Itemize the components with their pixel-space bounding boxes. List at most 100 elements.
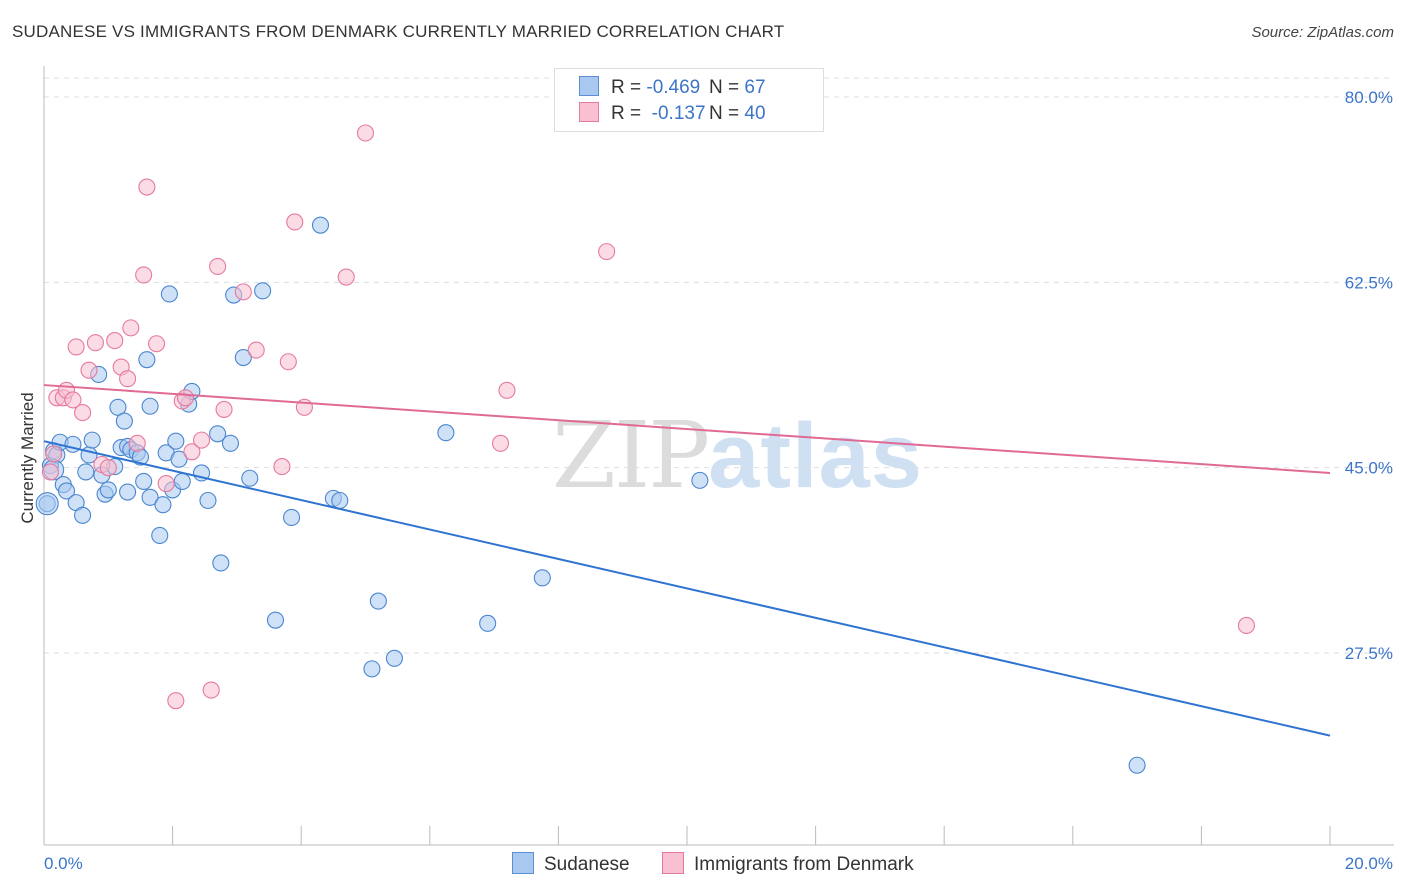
- point-denmark: [86, 334, 104, 352]
- point-sudanese: [83, 431, 101, 449]
- point-denmark: [147, 335, 166, 353]
- point-sudanese: [266, 611, 285, 629]
- point-sudanese: [167, 432, 185, 450]
- point-sudanese: [141, 397, 159, 415]
- point-denmark: [80, 361, 98, 379]
- trendline-denmark: [43, 384, 1331, 474]
- legend-label-denmark: Immigrants from Denmark: [694, 854, 914, 875]
- point-sudanese: [363, 660, 381, 678]
- point-sudanese: [173, 472, 191, 490]
- watermark-atlas: atlas: [708, 405, 923, 507]
- stats-n-label: N =: [709, 77, 745, 98]
- point-denmark: [99, 459, 117, 477]
- point-denmark: [498, 381, 516, 399]
- point-denmark: [183, 443, 201, 461]
- watermark-zip: ZIP: [552, 402, 710, 509]
- point-denmark: [215, 400, 233, 418]
- point-denmark: [279, 353, 297, 371]
- point-sudanese: [533, 569, 551, 587]
- point-denmark: [106, 332, 124, 350]
- point-denmark: [247, 341, 265, 359]
- legend-item-denmark[interactable]: Immigrants from Denmark: [662, 852, 914, 876]
- x-tick-label-min: 0.0%: [44, 854, 83, 873]
- x-tick-label-max: 20.0%: [1345, 854, 1393, 873]
- stats-r-label: R =: [611, 77, 647, 98]
- point-sudanese: [385, 649, 403, 667]
- point-sudanese: [479, 614, 497, 632]
- stats-r-value: -0.469: [646, 77, 701, 98]
- point-denmark: [45, 445, 63, 463]
- point-denmark: [356, 124, 375, 142]
- point-sudanese: [209, 425, 227, 443]
- stats-legend-row-denmark: R = -0.137 N = 40: [579, 102, 766, 126]
- point-sudanese: [437, 424, 455, 442]
- legend-item-sudanese[interactable]: Sudanese: [512, 852, 630, 876]
- point-sudanese: [154, 496, 172, 514]
- stats-legend-row-sudanese: R = -0.469 N = 67: [579, 76, 766, 100]
- y-tick-label: 62.5%: [1345, 273, 1393, 292]
- point-denmark: [138, 178, 156, 196]
- y-axis-label: Currently Married: [18, 392, 37, 523]
- stats-n-label: N =: [709, 103, 745, 124]
- point-sudanese: [170, 450, 188, 468]
- point-sudanese: [115, 412, 133, 430]
- point-sudanese: [241, 469, 259, 487]
- point-sudanese: [35, 492, 59, 516]
- stats-swatch-denmark: [579, 102, 599, 122]
- stats-r-value: -0.137: [646, 103, 706, 124]
- point-denmark: [209, 257, 227, 275]
- point-sudanese: [1128, 756, 1146, 774]
- point-denmark: [119, 370, 137, 388]
- y-tick-label: 27.5%: [1345, 644, 1393, 663]
- point-sudanese: [109, 398, 127, 416]
- point-denmark: [598, 243, 616, 261]
- point-denmark: [176, 389, 195, 407]
- trendline-sudanese: [43, 440, 1331, 737]
- point-sudanese: [151, 526, 169, 544]
- point-sudanese: [369, 592, 387, 610]
- legend-swatch-sudanese: [512, 852, 534, 874]
- point-sudanese: [119, 483, 137, 501]
- point-denmark: [1237, 616, 1255, 635]
- watermark: ZIPatlas: [552, 402, 923, 509]
- point-denmark: [192, 431, 211, 449]
- point-denmark: [337, 268, 355, 286]
- point-sudanese: [199, 491, 217, 510]
- stats-swatch-sudanese: [579, 76, 599, 96]
- point-sudanese: [99, 481, 117, 499]
- point-sudanese: [221, 434, 240, 452]
- point-denmark: [202, 681, 220, 699]
- point-denmark: [122, 319, 140, 337]
- point-sudanese: [160, 285, 178, 303]
- point-sudanese: [138, 351, 156, 369]
- point-sudanese: [331, 491, 349, 510]
- point-denmark: [41, 463, 59, 481]
- legend-swatch-denmark: [662, 852, 684, 874]
- point-sudanese: [283, 508, 301, 526]
- point-sudanese: [74, 506, 92, 524]
- stats-n-value: 40: [744, 103, 766, 124]
- point-denmark: [167, 692, 185, 710]
- stats-r-label: R =: [611, 103, 647, 124]
- point-sudanese: [234, 348, 252, 367]
- point-denmark: [157, 475, 175, 493]
- point-denmark: [491, 434, 510, 452]
- point-denmark: [67, 338, 85, 356]
- point-denmark: [273, 458, 291, 476]
- point-denmark: [64, 391, 82, 409]
- point-sudanese: [135, 472, 153, 490]
- point-denmark: [286, 213, 304, 231]
- point-denmark: [74, 404, 92, 422]
- point-sudanese: [57, 482, 76, 500]
- point-sudanese: [141, 488, 159, 506]
- point-sudanese: [254, 282, 272, 300]
- chart-title: SUDANESE VS IMMIGRANTS FROM DENMARK CURR…: [12, 22, 785, 41]
- y-tick-label: 80.0%: [1345, 88, 1393, 107]
- point-sudanese: [77, 463, 95, 481]
- point-sudanese: [691, 471, 709, 489]
- point-denmark: [128, 434, 146, 452]
- point-sudanese: [212, 554, 230, 572]
- point-sudanese: [311, 216, 330, 234]
- source-label: Source: ZipAtlas.com: [1251, 24, 1394, 41]
